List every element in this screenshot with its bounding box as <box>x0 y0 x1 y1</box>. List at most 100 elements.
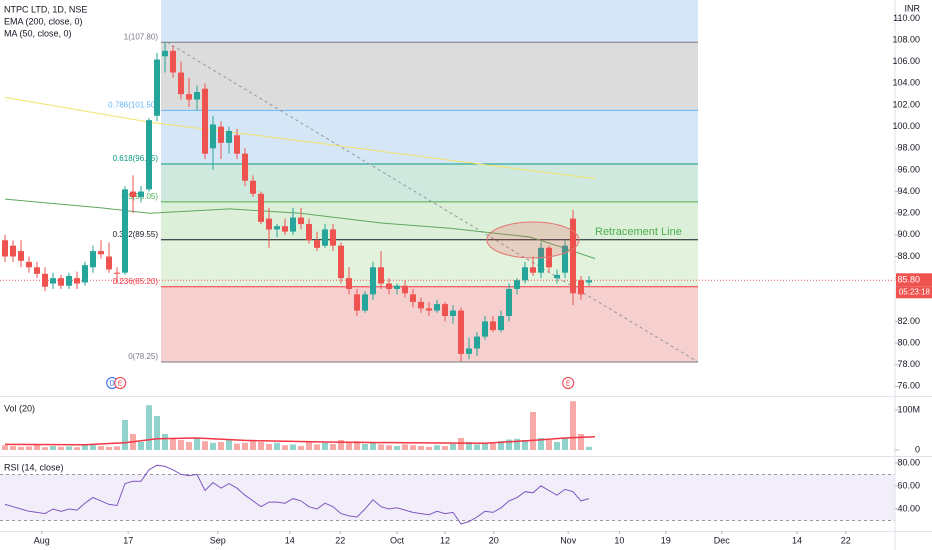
candle-body <box>418 301 424 309</box>
volume-bar <box>226 440 232 450</box>
volume-bar <box>122 420 128 450</box>
y-tick-label: 110.00 <box>893 13 920 23</box>
volume-bar <box>218 442 224 450</box>
volume-bar <box>554 442 560 450</box>
volume-bar <box>570 401 576 450</box>
volume-bar <box>506 439 512 450</box>
volume-bar <box>74 447 80 450</box>
volume-bar <box>98 446 104 450</box>
fib-band <box>161 42 698 111</box>
event-label: D <box>110 380 115 387</box>
event-label: E <box>118 380 123 387</box>
indicator-legend: MA (50, close, 0) <box>4 28 72 38</box>
volume-bar <box>106 446 112 450</box>
volume-bar <box>250 441 256 450</box>
volume-title: Vol (20) <box>4 403 35 413</box>
candle-body <box>90 251 96 268</box>
volume-bar <box>202 441 208 450</box>
volume-bar <box>146 405 152 450</box>
volume-bar <box>466 442 472 450</box>
x-tick-label: Oct <box>390 535 405 545</box>
volume-bar <box>282 445 288 450</box>
y-tick-label: 0 <box>915 444 920 454</box>
candle-body <box>66 275 72 286</box>
candle-body <box>482 321 488 337</box>
volume-bar <box>186 442 192 450</box>
y-tick-label: 102.00 <box>892 99 920 109</box>
volume-bar <box>386 445 392 450</box>
currency: INR <box>905 3 921 13</box>
volume-bar <box>338 440 344 450</box>
volume-bar <box>42 447 48 450</box>
candle-body <box>82 265 88 283</box>
candle-body <box>194 91 200 100</box>
fib-band <box>161 110 698 164</box>
fib-band <box>161 239 698 287</box>
candle-body <box>130 191 136 197</box>
y-tick-label: 96.00 <box>897 164 920 174</box>
candle-body <box>266 218 272 230</box>
candle-body <box>562 245 568 273</box>
y-tick-label: 106.00 <box>892 56 920 66</box>
volume-bar <box>442 446 448 450</box>
volume-bar <box>490 443 496 450</box>
volume-bar <box>354 441 360 450</box>
fib-band <box>161 163 698 202</box>
volume-bar <box>314 444 320 450</box>
candle-body <box>450 310 456 316</box>
y-tick-label: 100M <box>897 404 920 414</box>
fib-label: 0(78.25) <box>128 352 158 361</box>
candle-body <box>290 217 296 232</box>
volume-bar <box>154 416 160 450</box>
rsi-line <box>4 464 590 525</box>
volume-bar <box>394 446 400 450</box>
candle-body <box>42 273 48 287</box>
volume-bar <box>578 434 584 450</box>
volume-bar <box>26 446 32 450</box>
y-tick-label: 104.00 <box>892 78 920 88</box>
candle-body <box>58 278 64 286</box>
candle-body <box>338 245 344 279</box>
volume-bar <box>346 442 352 450</box>
candle-body <box>250 180 256 194</box>
volume-bar <box>362 444 368 450</box>
candle-body <box>218 126 224 143</box>
candle-body <box>138 191 144 197</box>
highlight-ellipse <box>486 221 580 259</box>
volume-bar <box>474 444 480 450</box>
candle-body <box>570 218 576 294</box>
fib-label: 0.786(101.50) <box>108 100 158 109</box>
event-label: E <box>566 380 571 387</box>
trend-line <box>166 41 699 363</box>
volume-bar <box>50 446 56 450</box>
volume-bar <box>10 446 16 450</box>
candle-body <box>242 153 248 181</box>
volume-bar <box>210 442 216 450</box>
x-tick-label: 14 <box>285 535 295 545</box>
x-tick-label: Dec <box>714 535 731 545</box>
volume-bar <box>330 444 336 450</box>
candle-body <box>346 278 352 289</box>
x-tick-label: 22 <box>335 535 345 545</box>
volume-bar <box>274 442 280 450</box>
candle-body <box>330 229 336 246</box>
candle-body <box>146 120 152 190</box>
last-price-box <box>896 273 932 287</box>
volume-bar <box>562 438 568 450</box>
y-tick-label: 94.00 <box>897 186 920 196</box>
candle-body <box>466 348 472 354</box>
candle-body <box>98 251 104 255</box>
volume-bar <box>378 444 384 450</box>
fib-band <box>161 0 698 43</box>
volume-bar <box>538 438 544 450</box>
volume-bar <box>90 444 96 450</box>
y-tick-label: 98.00 <box>897 143 920 153</box>
volume-bar <box>234 443 240 450</box>
volume-bar <box>242 442 248 450</box>
y-tick-label: 40.00 <box>897 503 920 513</box>
y-tick-label: 108.00 <box>892 34 920 44</box>
candle-body <box>506 288 512 316</box>
candle-body <box>50 278 56 284</box>
